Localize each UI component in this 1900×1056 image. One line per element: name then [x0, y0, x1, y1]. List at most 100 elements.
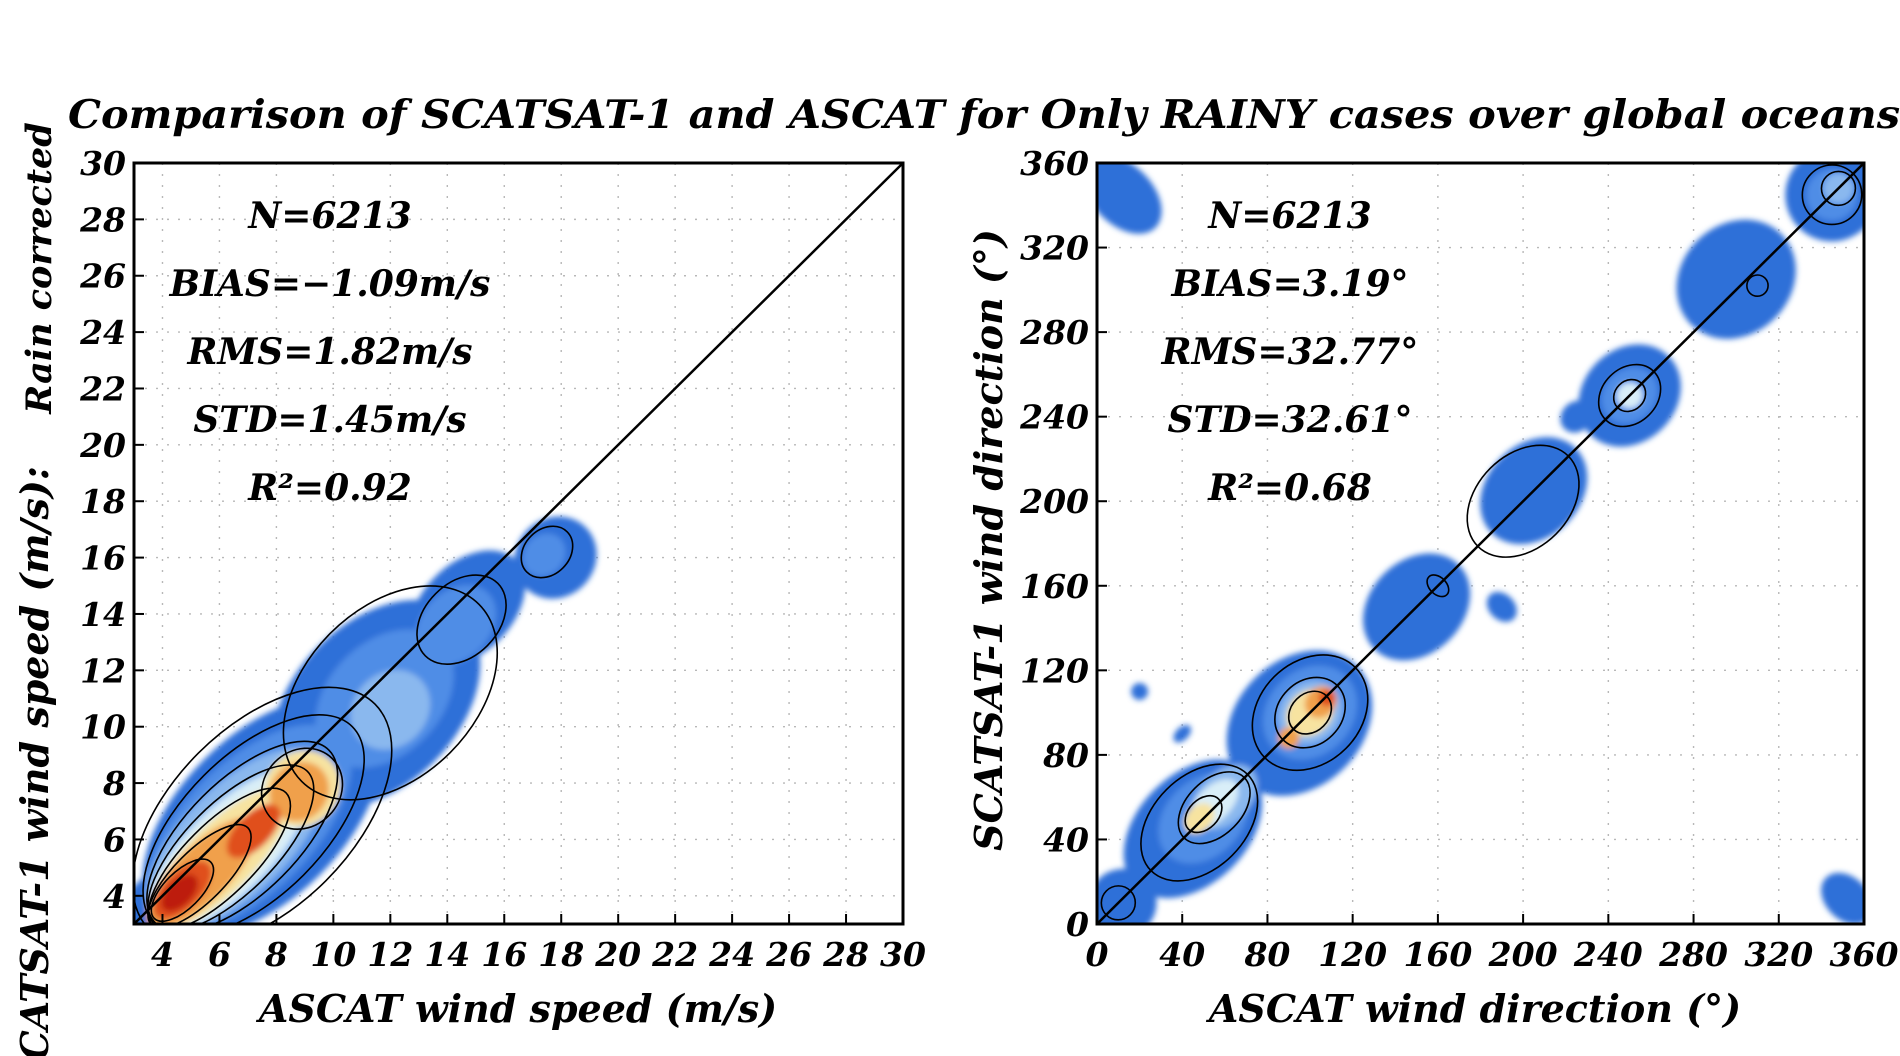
speed-y-tick-label: 28 — [79, 200, 126, 239]
direction-density-level-0 — [1821, 872, 1864, 924]
speed-y-tick-label: 14 — [80, 595, 126, 634]
speed-x-tick-label: 6 — [208, 935, 231, 974]
speed-contour-line — [150, 858, 215, 923]
speed-x-tick-label: 8 — [264, 935, 288, 974]
direction-stats: N=6213 BIAS=3.19° RMS=32.77° STD=32.61° … — [1161, 195, 1419, 509]
figure-title: Comparison of SCATSAT-1 and ASCAT for On… — [68, 92, 1900, 138]
speed-x-tick-label: 14 — [424, 935, 470, 974]
speed-stats: N=6213 BIAS=−1.09m/s RMS=1.82m/s STD=1.4… — [169, 195, 491, 509]
direction-x-tick-label: 80 — [1243, 935, 1290, 974]
direction-stat-std: STD=32.61° — [1168, 399, 1413, 441]
speed-contour-line — [134, 686, 393, 924]
direction-y-tick-label: 200 — [1019, 482, 1089, 521]
speed-y-tick-label: 10 — [80, 708, 126, 747]
speed-y-tick-label: 24 — [79, 313, 126, 352]
direction-contour-line — [1746, 274, 1769, 298]
side-label: Rain corrected — [19, 122, 60, 415]
speed-x-ticks: 4 6 8 10 12 14 16 18 20 22 24 26 28 30 — [151, 914, 926, 974]
speed-stat-rms: RMS=1.82m/s — [186, 331, 472, 373]
speed-plot-frame — [132, 161, 905, 926]
direction-y-tick-label: 40 — [1043, 820, 1089, 859]
speed-x-tick-label: 16 — [481, 935, 527, 974]
direction-x-tick-label: 0 — [1086, 935, 1109, 974]
direction-x-tick-label: 120 — [1318, 935, 1387, 974]
speed-x-tick-label: 18 — [538, 935, 584, 974]
direction-x-tick-label: 160 — [1403, 935, 1472, 974]
direction-stat-n: N=6213 — [1207, 195, 1371, 237]
speed-y-tick-label: 26 — [79, 257, 126, 296]
direction-stat-bias: BIAS=3.19° — [1170, 263, 1408, 305]
direction-stat-rms: RMS=32.77° — [1161, 331, 1419, 373]
direction-y-tick-label: 360 — [1020, 144, 1089, 183]
direction-x-tick-label: 40 — [1159, 935, 1205, 974]
speed-y-tick-label: 18 — [80, 482, 126, 521]
direction-y-tick-label: 280 — [1019, 313, 1089, 352]
speed-y-axis-label: SCATSAT-1 wind speed (m/s): — [12, 466, 57, 1056]
direction-y-tick-label: 320 — [1020, 229, 1089, 268]
direction-y-axis-label: SCATSAT-1 wind direction (°) — [966, 229, 1011, 851]
direction-y-tick-label: 160 — [1020, 567, 1089, 606]
speed-x-tick-label: 28 — [822, 935, 869, 974]
speed-density-level-1 — [522, 533, 566, 577]
direction-y-tick-label: 240 — [1019, 398, 1089, 437]
speed-contours — [134, 525, 574, 924]
speed-contour-line — [142, 714, 365, 924]
direction-x-ticks: 0 40 80 120 160 200 240 280 320 360 — [1086, 914, 1899, 974]
direction-contour-line — [1184, 794, 1223, 834]
direction-x-tick-label: 320 — [1744, 935, 1813, 974]
speed-contour-line — [282, 585, 499, 801]
direction-density-level-0 — [1097, 163, 1162, 234]
direction-y-ticks: 0 40 80 120 160 200 240 280 320 360 — [1019, 144, 1107, 944]
direction-density-level-0 — [1131, 682, 1149, 700]
speed-y-ticks: 4 6 8 10 12 14 16 18 20 22 24 26 28 30 — [79, 144, 144, 916]
speed-x-tick-label: 10 — [310, 935, 356, 974]
direction-y-tick-label: 0 — [1066, 905, 1089, 944]
speed-y-tick-label: 12 — [80, 651, 126, 690]
speed-x-tick-label: 20 — [594, 935, 641, 974]
direction-y-tick-label: 120 — [1020, 651, 1089, 690]
speed-contour-line — [147, 823, 252, 924]
speed-stat-r2: R²=0.92 — [247, 467, 412, 509]
direction-stat-r2: R²=0.68 — [1207, 467, 1372, 509]
speed-x-tick-label: 26 — [765, 935, 812, 974]
speed-stat-bias: BIAS=−1.09m/s — [169, 263, 491, 305]
direction-x-axis-label: ASCAT wind direction (°) — [1206, 986, 1741, 1031]
direction-x-tick-label: 240 — [1573, 935, 1643, 974]
speed-y-tick-label: 30 — [80, 144, 126, 183]
direction-density-level-0 — [1676, 219, 1796, 339]
speed-contour-line — [147, 787, 292, 924]
direction-one-to-one-line — [1096, 162, 1865, 925]
speed-x-axis-label: ASCAT wind speed (m/s) — [256, 986, 777, 1031]
wind-speed-panel: 4 6 8 10 12 14 16 18 20 22 24 26 28 30 46810121416182… — [12, 144, 926, 1056]
direction-x-tick-label: 280 — [1658, 935, 1728, 974]
speed-density-level-7 — [161, 874, 199, 912]
speed-x-tick-label: 22 — [651, 935, 698, 974]
direction-density-level-0 — [1486, 591, 1517, 622]
speed-x-tick-label: 30 — [880, 935, 926, 974]
speed-density-level-1 — [415, 585, 496, 666]
speed-contour-line — [520, 525, 574, 579]
speed-density-level-6 — [226, 804, 281, 858]
direction-plot-frame — [1095, 161, 1866, 926]
wind-direction-panel: 0 40 80 120 160 200 240 280 320 360 0 40 80 120 160 20… — [966, 144, 1899, 1031]
speed-x-tick-label: 12 — [367, 935, 413, 974]
speed-stat-std: STD=1.45m/s — [193, 399, 466, 441]
speed-y-tick-label: 8 — [102, 764, 126, 803]
speed-one-to-one-line — [133, 162, 904, 925]
direction-density-level-4 — [1184, 803, 1215, 834]
speed-y-tick-label: 6 — [103, 820, 126, 859]
direction-x-tick-label: 360 — [1830, 935, 1899, 974]
speed-density — [134, 516, 597, 924]
speed-y-tick-label: 20 — [79, 426, 126, 465]
speed-contour-line — [147, 764, 315, 924]
speed-contour-line — [416, 574, 507, 665]
direction-density-level-5 — [1278, 727, 1300, 749]
speed-contour-line — [260, 747, 344, 830]
direction-density-level-0 — [1560, 400, 1593, 433]
speed-y-tick-label: 22 — [79, 369, 126, 408]
speed-y-tick-label: 4 — [103, 877, 126, 916]
direction-y-tick-label: 80 — [1042, 736, 1089, 775]
speed-y-tick-label: 16 — [80, 539, 126, 578]
direction-x-tick-label: 200 — [1488, 935, 1558, 974]
speed-stat-n: N=6213 — [247, 195, 411, 237]
